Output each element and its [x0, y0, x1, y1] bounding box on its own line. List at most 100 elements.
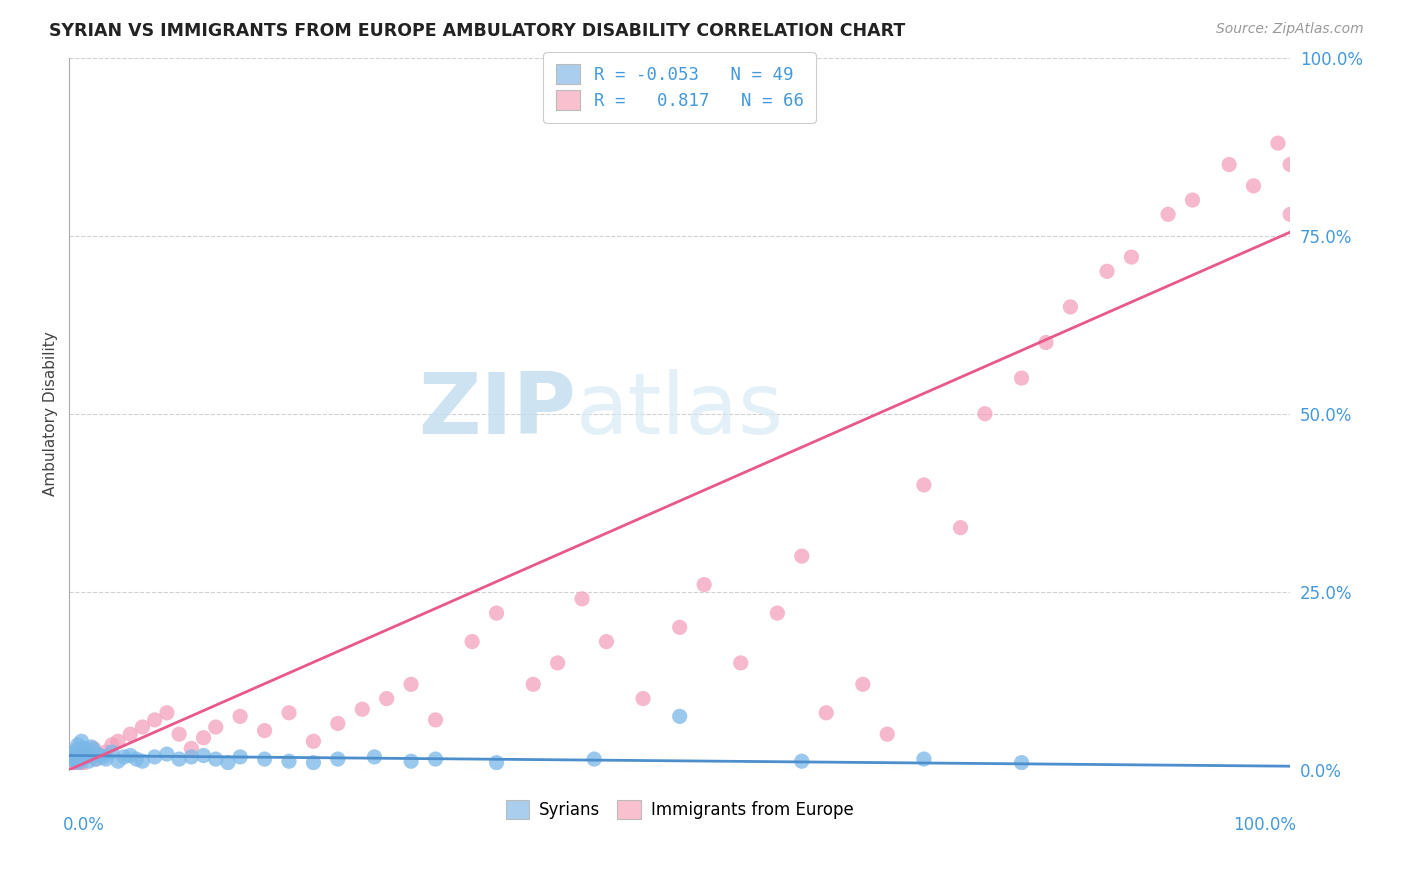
Point	[425, 713, 447, 727]
Text: 100.0%: 100.0%	[1233, 816, 1296, 834]
Point	[75, 747, 97, 761]
Point	[595, 634, 617, 648]
Point	[363, 750, 385, 764]
Point	[89, 748, 111, 763]
Point	[461, 634, 484, 648]
Point	[63, 748, 86, 763]
Point	[83, 741, 105, 756]
Point	[65, 754, 87, 768]
Point	[125, 752, 148, 766]
Point	[790, 754, 813, 768]
Point	[66, 738, 89, 752]
Point	[180, 741, 202, 756]
Point	[375, 691, 398, 706]
Point	[229, 709, 252, 723]
Point	[204, 720, 226, 734]
Point	[399, 754, 422, 768]
Point	[278, 754, 301, 768]
Point	[1243, 178, 1265, 193]
Y-axis label: Ambulatory Disability: Ambulatory Disability	[44, 331, 58, 496]
Point	[1011, 371, 1033, 385]
Point	[766, 606, 789, 620]
Point	[229, 750, 252, 764]
Point	[693, 577, 716, 591]
Point	[302, 734, 325, 748]
Point	[1279, 207, 1302, 221]
Point	[278, 706, 301, 720]
Point	[974, 407, 997, 421]
Point	[1157, 207, 1180, 221]
Point	[83, 743, 105, 757]
Point	[80, 739, 103, 754]
Point	[107, 734, 129, 748]
Point	[1218, 157, 1240, 171]
Point	[1035, 335, 1057, 350]
Point	[180, 750, 202, 764]
Point	[730, 656, 752, 670]
Point	[352, 702, 374, 716]
Point	[1181, 193, 1204, 207]
Point	[156, 747, 179, 761]
Point	[120, 748, 142, 763]
Point	[571, 591, 593, 606]
Point	[107, 754, 129, 768]
Point	[69, 761, 91, 775]
Point	[912, 478, 935, 492]
Point	[84, 752, 107, 766]
Point	[93, 750, 115, 764]
Point	[790, 549, 813, 563]
Point	[66, 759, 89, 773]
Point	[60, 756, 83, 770]
Point	[253, 723, 276, 738]
Point	[485, 606, 508, 620]
Text: 0.0%: 0.0%	[63, 816, 105, 834]
Point	[167, 752, 190, 766]
Point	[1095, 264, 1118, 278]
Point	[583, 752, 606, 766]
Point	[815, 706, 838, 720]
Point	[131, 720, 153, 734]
Point	[193, 731, 215, 745]
Point	[112, 750, 135, 764]
Point	[193, 748, 215, 763]
Point	[72, 752, 94, 766]
Point	[67, 750, 90, 764]
Point	[80, 745, 103, 759]
Point	[167, 727, 190, 741]
Point	[876, 727, 898, 741]
Point	[852, 677, 875, 691]
Point	[59, 752, 82, 766]
Point	[1279, 157, 1302, 171]
Point	[84, 752, 107, 766]
Point	[131, 754, 153, 768]
Point	[65, 757, 87, 772]
Text: SYRIAN VS IMMIGRANTS FROM EUROPE AMBULATORY DISABILITY CORRELATION CHART: SYRIAN VS IMMIGRANTS FROM EUROPE AMBULAT…	[49, 22, 905, 40]
Point	[143, 750, 166, 764]
Point	[76, 745, 98, 759]
Point	[949, 521, 972, 535]
Text: Source: ZipAtlas.com: Source: ZipAtlas.com	[1216, 22, 1364, 37]
Point	[75, 750, 97, 764]
Point	[70, 734, 93, 748]
Point	[522, 677, 544, 691]
Point	[94, 752, 117, 766]
Legend: Syrians, Immigrants from Europe: Syrians, Immigrants from Europe	[499, 793, 860, 825]
Point	[1267, 136, 1289, 150]
Point	[77, 754, 100, 768]
Point	[547, 656, 569, 670]
Text: atlas: atlas	[576, 368, 785, 451]
Point	[217, 756, 239, 770]
Point	[302, 756, 325, 770]
Point	[326, 752, 349, 766]
Text: ZIP: ZIP	[418, 368, 576, 451]
Point	[631, 691, 654, 706]
Point	[399, 677, 422, 691]
Point	[94, 745, 117, 759]
Point	[76, 750, 98, 764]
Point	[89, 748, 111, 763]
Point	[912, 752, 935, 766]
Point	[62, 752, 84, 766]
Point	[70, 752, 93, 766]
Point	[63, 745, 86, 759]
Point	[143, 713, 166, 727]
